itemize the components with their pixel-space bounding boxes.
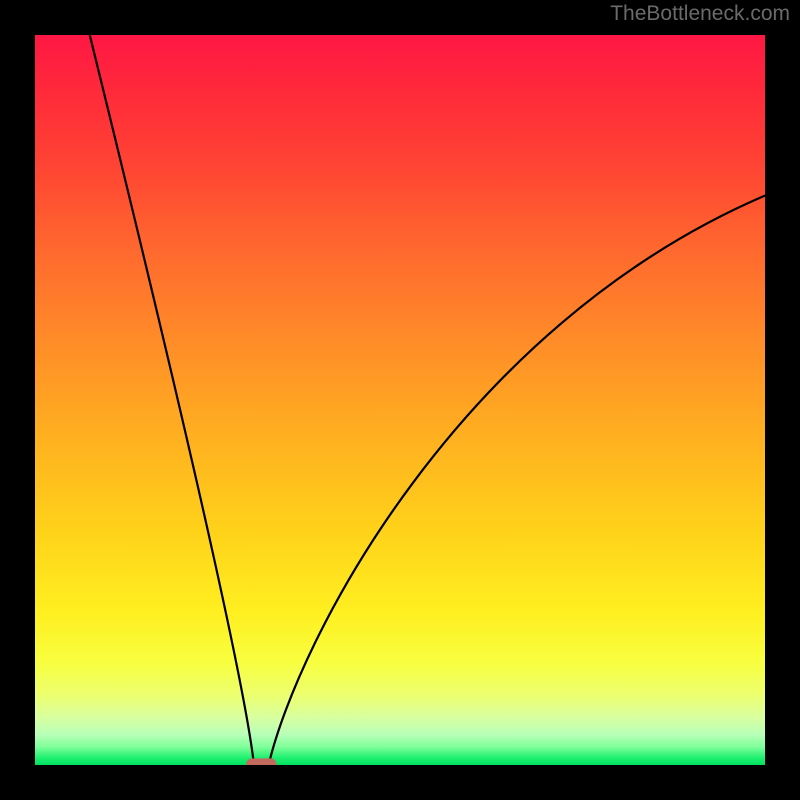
plot-area [35, 35, 765, 765]
chart-svg [35, 35, 765, 765]
watermark-text: TheBottleneck.com [610, 2, 790, 26]
chart-container: { "watermark": "TheBottleneck.com", "cha… [0, 0, 800, 800]
gradient-background [35, 35, 765, 765]
minimum-marker [246, 758, 277, 765]
